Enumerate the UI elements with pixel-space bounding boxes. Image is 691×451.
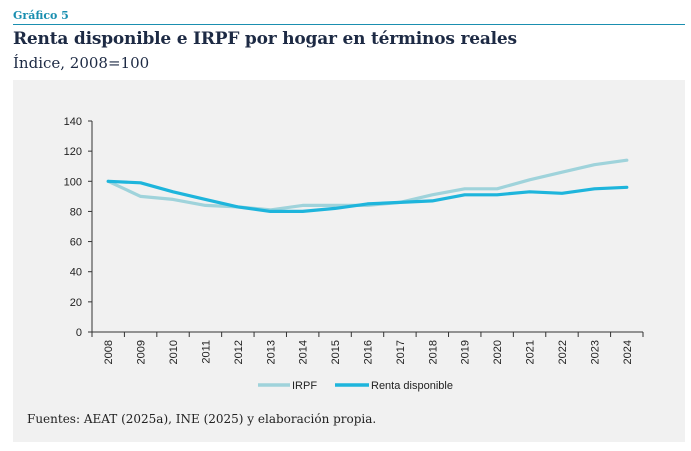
x-tick-label: 2019 <box>460 340 472 364</box>
x-tick-label: 2009 <box>136 340 148 364</box>
source-note: Fuentes: AEAT (2025a), INE (2025) y elab… <box>27 412 377 426</box>
series-line-renta-disponible <box>106 179 629 213</box>
x-tick-label: 2021 <box>525 340 537 364</box>
x-tick-label: 2013 <box>265 340 277 364</box>
y-tick-label: 140 <box>64 116 82 128</box>
x-tick-label: 2023 <box>589 340 601 364</box>
x-tick-label: 2018 <box>427 340 439 364</box>
y-tick-label: 20 <box>70 297 82 309</box>
y-tick-label: 60 <box>70 237 82 249</box>
chart-label: Gráfico 5 <box>13 9 69 22</box>
chart-subtitle: Índice, 2008=100 <box>13 54 150 72</box>
x-tick-label: 2014 <box>298 340 310 364</box>
x-tick-label: 2015 <box>330 340 342 364</box>
x-tick-label: 2016 <box>363 340 375 364</box>
y-tick-label: 40 <box>70 267 82 279</box>
x-tick-label: 2024 <box>622 340 634 364</box>
x-tick-label: 2022 <box>557 340 569 364</box>
x-tick-label: 2020 <box>492 340 504 364</box>
y-tick-label: 100 <box>64 176 82 188</box>
x-tick-label: 2010 <box>168 340 180 364</box>
legend-irpf-label: IRPF <box>292 380 317 392</box>
y-tick-label: 120 <box>64 146 82 158</box>
x-tick-label: 2011 <box>200 340 212 364</box>
x-tick-label: 2017 <box>395 340 407 364</box>
y-tick-label: 80 <box>70 206 82 218</box>
y-tick-label: 0 <box>76 327 82 339</box>
legend-renta-disponible-label: Renta disponible <box>371 380 453 392</box>
chart-title: Renta disponible e IRPF por hogar en tér… <box>13 29 517 49</box>
x-tick-label: 2012 <box>233 340 245 364</box>
x-tick-label: 2008 <box>103 340 115 364</box>
chart-panel <box>13 80 685 442</box>
header-rule <box>13 24 685 25</box>
